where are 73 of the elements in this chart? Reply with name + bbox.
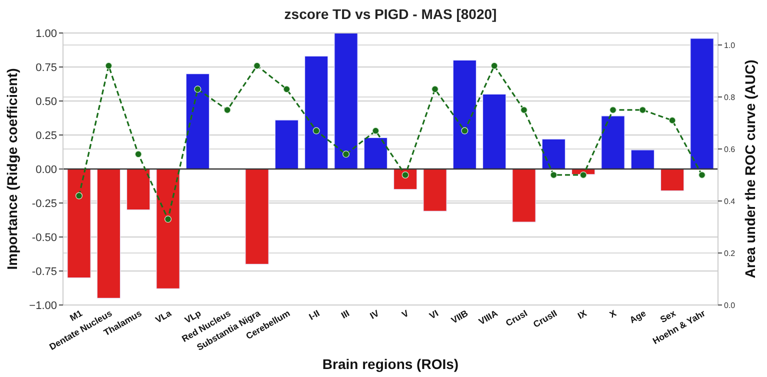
x-tick-label: IV: [368, 308, 381, 321]
x-tick-label: VIIIA: [476, 308, 500, 327]
y-tick-label: 0.25: [36, 130, 57, 142]
point: [76, 192, 83, 200]
bar: [452, 60, 477, 170]
y-tick-label: -0.75: [32, 266, 57, 278]
y2-tick-label: 0.4: [724, 196, 736, 206]
x-tick-label: V: [400, 308, 410, 320]
bar: [601, 116, 625, 170]
point: [639, 106, 646, 114]
point: [342, 150, 350, 158]
bar: [542, 138, 566, 170]
point: [254, 62, 261, 70]
point: [134, 150, 142, 158]
bar: [660, 168, 684, 192]
y-tick-label: -0.50: [32, 232, 57, 244]
y-tick-label: 1.00: [36, 28, 57, 40]
bar: [96, 168, 121, 298]
y-tick-label: 0.50: [36, 96, 57, 108]
x-tick-label: Sex: [658, 308, 678, 325]
bar: [67, 168, 91, 278]
point: [224, 106, 231, 114]
y-tick-label: -0.25: [32, 198, 57, 210]
x-axis-title: Brain regions (ROIs): [322, 356, 459, 372]
point: [698, 171, 706, 178]
y2-tick-label: 1.0: [724, 40, 736, 50]
point: [609, 106, 616, 114]
x-tick-label: III: [339, 308, 352, 320]
bar: [304, 56, 328, 170]
point: [283, 86, 290, 93]
bar: [186, 74, 210, 170]
point: [668, 116, 676, 124]
point: [312, 127, 320, 134]
x-tick-label: Age: [628, 308, 648, 326]
point: [194, 86, 202, 93]
point: [550, 171, 558, 178]
point: [431, 86, 438, 93]
bar: [630, 150, 655, 170]
y-tick-label: 0.75: [36, 62, 57, 74]
bar: [482, 94, 506, 170]
x-tick-label: VIIB: [449, 308, 470, 326]
y-axis-title: Importance (Ridge coefficient): [4, 68, 20, 270]
x-tick-label: VI: [428, 308, 440, 321]
y2-tick-label: 0.0: [724, 300, 736, 310]
bar: [364, 137, 388, 170]
point: [520, 106, 528, 114]
x-tick-label: I-II: [307, 308, 322, 322]
y2-tick-label: 0.6: [724, 144, 736, 154]
bar: [423, 168, 447, 212]
point: [164, 216, 172, 223]
y2-tick-label: 0.8: [724, 92, 736, 102]
point: [461, 127, 468, 134]
x-tick-label: VLa: [154, 308, 174, 325]
y2-tick-label: 0.2: [724, 248, 736, 258]
x-tick-label: X: [608, 308, 618, 320]
bar: [156, 168, 180, 289]
point: [490, 62, 498, 70]
bar: [512, 168, 536, 222]
bar: [274, 120, 299, 170]
x-tick-label: IX: [576, 308, 588, 321]
point: [402, 171, 409, 178]
chart-title: zscore TD vs PIGD - MAS [8020]: [284, 6, 497, 22]
bar: [690, 38, 714, 170]
bar: [126, 168, 150, 210]
x-tick-label: VLp: [182, 308, 204, 326]
point: [372, 127, 380, 134]
point: [580, 171, 587, 178]
point: [105, 62, 112, 70]
y-tick-label: −1.00: [29, 300, 57, 312]
bar: [245, 168, 269, 264]
y-tick-label: 0.00: [36, 164, 57, 176]
bar: [334, 32, 358, 170]
y2-axis-title: Area under the ROC curve (AUC): [742, 60, 758, 278]
